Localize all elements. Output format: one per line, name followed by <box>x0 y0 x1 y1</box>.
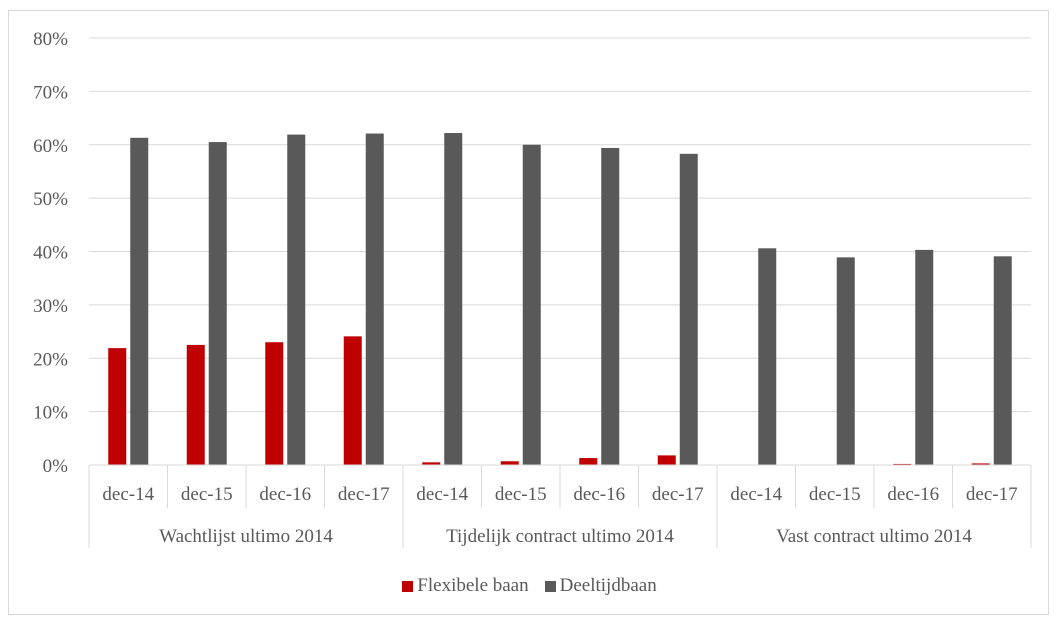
x-tick-label: dec-15 <box>181 484 233 505</box>
y-tick-label: 20% <box>33 349 68 370</box>
y-tick-label: 0% <box>43 456 69 477</box>
x-tick-label: dec-15 <box>495 484 547 505</box>
x-tick-label: dec-14 <box>102 484 154 505</box>
bar-deeltijdbaan <box>365 133 384 465</box>
gridlines <box>89 37 1031 413</box>
x-group-label: Tijdelijk contract ultimo 2014 <box>446 526 674 547</box>
bar-deeltijdbaan <box>522 144 541 465</box>
x-tick-label: dec-17 <box>338 484 390 505</box>
x-axis <box>88 464 1032 548</box>
bar-flexibele-baan <box>500 461 519 465</box>
y-tick-label: 10% <box>33 403 68 424</box>
bar-flexibele-baan <box>186 344 205 465</box>
bar-deeltijdbaan <box>601 147 620 465</box>
bar-flexibele-baan <box>971 463 990 465</box>
x-tick-label: dec-17 <box>966 484 1018 505</box>
y-tick-label: 60% <box>33 136 68 157</box>
bar-chart: 0% 10% 20% 30% 40% 50% 60% 70% 80% dec-14 dec-15 d… <box>33 29 1032 548</box>
x-group-label: Wachtlijst ultimo 2014 <box>159 526 333 547</box>
legend: Flexibele baan Deeltijdbaan <box>0 575 1059 597</box>
x-tick-label: dec-16 <box>259 484 311 505</box>
x-tick-label: dec-14 <box>416 484 468 505</box>
bar-flexibele-baan <box>579 458 598 465</box>
bar-deeltijdbaan <box>444 133 463 465</box>
bar-deeltijdbaan <box>758 248 777 465</box>
legend-label-deeltijdbaan: Deeltijdbaan <box>559 575 657 596</box>
y-tick-label: 40% <box>33 243 68 264</box>
x-tick-label: dec-16 <box>573 484 625 505</box>
bar-flexibele-baan <box>893 463 912 465</box>
bar-flexibele-baan <box>265 342 284 465</box>
bar-flexibele-baan <box>657 455 676 465</box>
bars <box>108 133 1012 466</box>
y-tick-label: 70% <box>33 82 68 103</box>
y-axis-ticks: 0% 10% 20% 30% 40% 50% 60% 70% 80% <box>33 29 68 477</box>
x-group-label: Vast contract ultimo 2014 <box>776 526 972 547</box>
x-tick-label: dec-15 <box>809 484 861 505</box>
x-tick-label: dec-14 <box>730 484 782 505</box>
y-tick-label: 50% <box>33 189 68 210</box>
y-tick-label: 80% <box>33 29 68 50</box>
bar-deeltijdbaan <box>993 256 1012 465</box>
bar-deeltijdbaan <box>130 137 149 465</box>
bar-deeltijdbaan <box>287 134 306 465</box>
bar-deeltijdbaan <box>679 153 698 466</box>
legend-label-flexibele-baan: Flexibele baan <box>417 575 529 596</box>
x-tick-label: dec-16 <box>887 484 939 505</box>
bar-flexibele-baan <box>108 348 127 465</box>
y-tick-label: 30% <box>33 296 68 317</box>
bar-flexibele-baan <box>343 336 362 465</box>
bar-deeltijdbaan <box>208 142 227 466</box>
legend-swatch-flexibele-baan <box>402 580 414 592</box>
legend-item-deeltijdbaan: Deeltijdbaan <box>544 575 657 597</box>
bar-deeltijdbaan <box>915 249 934 465</box>
legend-swatch-deeltijdbaan <box>544 580 556 592</box>
legend-item-flexibele-baan: Flexibele baan <box>402 575 529 597</box>
bar-flexibele-baan <box>422 462 441 465</box>
x-tick-label: dec-17 <box>652 484 704 505</box>
bar-deeltijdbaan <box>836 257 855 465</box>
